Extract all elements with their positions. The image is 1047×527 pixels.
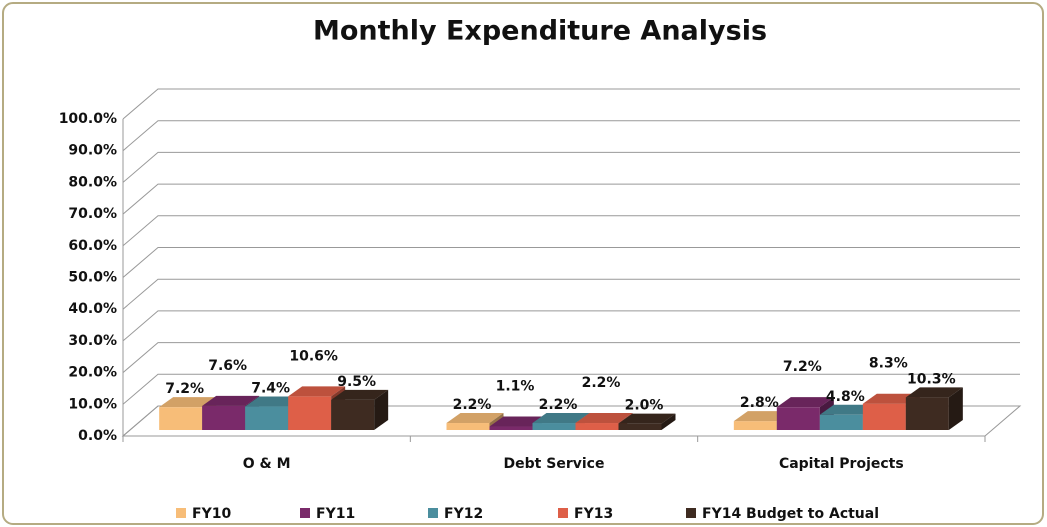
grid-line — [122, 183, 1020, 215]
bar — [905, 387, 963, 430]
grid-line — [122, 405, 1020, 437]
bar-top — [618, 413, 676, 424]
data-label: 7.2% — [783, 359, 822, 375]
bar-top — [331, 389, 389, 400]
bar — [618, 413, 676, 430]
bar-top — [532, 413, 590, 424]
bar-front — [733, 421, 777, 430]
data-label: 7.2% — [165, 381, 204, 397]
bar-top — [446, 413, 504, 424]
y-tick-label: 60.0% — [68, 238, 117, 254]
legend-swatch — [176, 508, 186, 518]
bar-side — [948, 387, 963, 430]
bar-top — [489, 416, 547, 427]
bar-front — [905, 397, 949, 430]
bar-top — [776, 397, 834, 408]
bar-front — [202, 405, 246, 430]
data-label: 2.8% — [740, 395, 779, 411]
y-tick-label: 100.0% — [59, 111, 117, 127]
bar-front — [618, 423, 662, 430]
bar-front — [288, 396, 332, 430]
bar-top — [905, 387, 963, 398]
bar-front — [575, 423, 619, 430]
grid-line — [122, 278, 1020, 310]
legend-label: FY14 Budget to Actual — [702, 506, 879, 522]
legend-label: FY10 — [192, 506, 231, 522]
data-label: 8.3% — [869, 356, 908, 372]
grid-line — [122, 310, 1020, 342]
y-tick-label: 30.0% — [68, 333, 117, 349]
bar-front — [331, 399, 375, 430]
bar-top — [288, 386, 346, 397]
x-tick-label: Capital Projects — [779, 456, 904, 472]
legend-swatch — [558, 508, 568, 518]
legend-label: FY11 — [316, 506, 355, 522]
bar-side — [374, 389, 389, 430]
legend-label: FY12 — [444, 506, 483, 522]
bar-top — [159, 397, 217, 408]
data-label: 7.4% — [251, 381, 290, 397]
grid-line — [122, 151, 1020, 183]
legend-swatch — [428, 508, 438, 518]
y-tick-label: 50.0% — [68, 270, 117, 286]
grid-line — [122, 373, 1020, 405]
grid-line — [122, 88, 1020, 120]
chart-title: Monthly Expenditure Analysis — [313, 16, 767, 47]
bar-front — [819, 414, 863, 430]
x-tick-label: Debt Service — [504, 456, 605, 472]
y-tick-label: 70.0% — [68, 206, 117, 222]
data-label: 4.8% — [826, 389, 865, 405]
bar-top — [819, 404, 877, 415]
bar — [331, 389, 389, 430]
bar-top — [575, 413, 633, 424]
bar-top — [733, 411, 791, 422]
legend-swatch — [686, 508, 696, 518]
bar-top — [862, 393, 920, 404]
data-label: 7.6% — [208, 358, 247, 374]
y-tick-label: 90.0% — [68, 143, 117, 159]
bar-front — [489, 426, 533, 430]
bar-top — [245, 396, 303, 407]
grid-line — [122, 215, 1020, 247]
y-tick-label: 10.0% — [68, 396, 117, 412]
data-label: 2.2% — [539, 397, 578, 413]
bar-front — [159, 407, 203, 430]
data-label: 10.3% — [907, 371, 956, 387]
grid-line — [122, 342, 1020, 373]
y-tick-label: 80.0% — [68, 174, 117, 190]
y-tick-label: 40.0% — [68, 301, 117, 317]
data-label: 2.2% — [453, 397, 492, 413]
data-label: 2.2% — [582, 375, 621, 391]
bar-front — [862, 403, 906, 430]
y-tick-label: 20.0% — [68, 365, 117, 381]
data-label: 1.1% — [496, 379, 535, 395]
data-label: 9.5% — [337, 374, 376, 390]
grid-line — [122, 247, 1020, 278]
y-tick-label: 0.0% — [78, 428, 117, 444]
legend-swatch — [300, 508, 310, 518]
bar-front — [446, 423, 490, 430]
data-label: 2.0% — [625, 398, 664, 414]
bar-front — [776, 407, 820, 430]
bar-side — [661, 413, 676, 430]
data-label: 10.6% — [289, 348, 338, 364]
bar-front — [532, 423, 576, 430]
grid-line — [122, 120, 1020, 152]
x-tick-label: O & M — [243, 456, 291, 472]
bar-front — [245, 406, 289, 430]
bar-top — [202, 395, 260, 406]
legend-label: FY13 — [574, 506, 613, 522]
